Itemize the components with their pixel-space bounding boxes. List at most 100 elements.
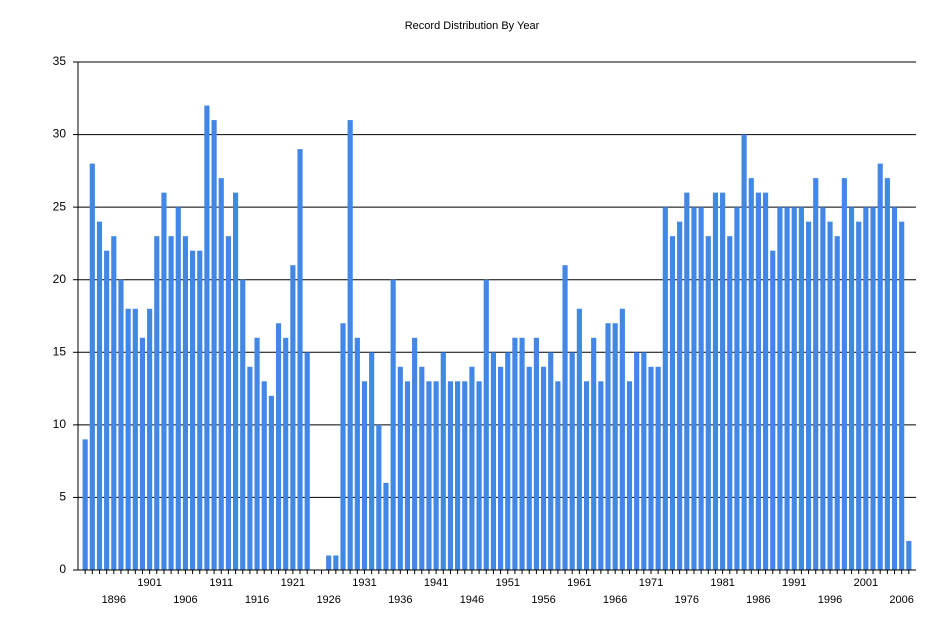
bar (648, 366, 654, 570)
bar (591, 337, 597, 570)
bar (548, 352, 554, 570)
bar (569, 352, 575, 570)
bar (741, 134, 747, 571)
bar (512, 337, 518, 570)
y-tick-label: 0 (59, 562, 66, 576)
bar (218, 178, 224, 570)
bar (297, 149, 303, 571)
y-tick-label: 5 (59, 490, 66, 504)
bar (834, 236, 840, 570)
bar (433, 381, 439, 570)
bar (705, 236, 711, 570)
bar (96, 221, 103, 570)
bar (404, 381, 411, 570)
bar (684, 192, 690, 570)
bar (82, 439, 88, 570)
x-tick-label: 1951 (496, 577, 520, 589)
x-tick-label: 1921 (281, 577, 305, 589)
bar (884, 178, 890, 570)
bar (154, 236, 160, 570)
bar (440, 352, 446, 570)
x-tick-label: 1976 (675, 594, 699, 606)
bar (891, 207, 898, 570)
x-tick-label: 1971 (639, 577, 663, 589)
bar (104, 250, 110, 570)
x-tick-label: 1916 (245, 594, 269, 606)
x-tick-label: 2006 (889, 594, 913, 606)
bar (906, 540, 912, 570)
x-tick-label: 1991 (782, 577, 806, 589)
bar (555, 381, 561, 570)
bar (791, 207, 797, 570)
bar (469, 366, 475, 570)
bar (841, 178, 847, 570)
bar (662, 207, 668, 570)
bar (268, 395, 274, 570)
bar (197, 250, 203, 570)
bar (698, 207, 704, 570)
x-tick-label: 1911 (209, 577, 233, 589)
y-tick-label: 20 (53, 272, 67, 286)
bar (877, 163, 883, 570)
bar (426, 381, 432, 570)
x-tick-label: 1956 (531, 594, 555, 606)
y-tick-label: 35 (53, 54, 67, 68)
y-tick-label: 25 (53, 199, 67, 213)
bar (856, 221, 862, 570)
bar (605, 323, 611, 570)
bar (483, 279, 489, 570)
y-tick-label: 10 (53, 417, 67, 431)
bar (383, 482, 389, 570)
bar (326, 555, 332, 570)
bar (190, 250, 196, 570)
x-tick-label: 1961 (567, 577, 591, 589)
bar (626, 381, 633, 570)
bar (827, 221, 833, 570)
bar (290, 265, 296, 570)
bar (727, 236, 733, 570)
bar (476, 381, 482, 570)
x-tick-label: 1906 (173, 594, 197, 606)
bar (691, 207, 697, 570)
bar (870, 207, 876, 570)
bar (619, 308, 625, 570)
bar (447, 381, 454, 570)
bar (204, 105, 210, 571)
bar (462, 381, 468, 570)
x-tick-label: 2001 (854, 577, 878, 589)
bar (777, 207, 783, 570)
bar (304, 352, 310, 570)
bar (455, 381, 461, 570)
bar (712, 192, 719, 570)
bar (820, 207, 826, 570)
bar (583, 381, 590, 570)
x-tick-label: 1941 (424, 577, 448, 589)
x-tick-label: 1996 (818, 594, 842, 606)
bar (734, 207, 740, 570)
bar (283, 337, 289, 570)
bar (225, 236, 231, 570)
bar (247, 366, 253, 570)
bar (641, 352, 647, 570)
bar (347, 120, 353, 571)
bar (540, 366, 547, 570)
chart-title: Record Distribution By Year (405, 20, 540, 32)
bar (526, 366, 532, 570)
bar (390, 279, 396, 570)
bar (576, 308, 582, 570)
bar (139, 337, 146, 570)
bar (748, 178, 754, 570)
bar (340, 323, 346, 570)
bar (805, 221, 812, 570)
bar (168, 236, 174, 570)
x-tick-label: 1981 (710, 577, 734, 589)
bar (505, 352, 511, 570)
bar (275, 323, 282, 570)
x-tick-label: 1896 (102, 594, 126, 606)
bar (498, 366, 504, 570)
bar (369, 352, 375, 570)
bar (634, 352, 640, 570)
x-tick-label: 1901 (137, 577, 161, 589)
x-tick-label: 1936 (388, 594, 412, 606)
bar (770, 250, 776, 570)
